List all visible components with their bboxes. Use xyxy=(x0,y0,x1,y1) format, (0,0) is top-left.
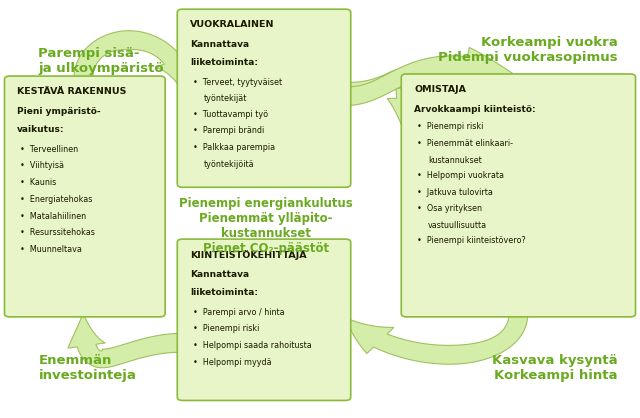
Text: OMISTAJA: OMISTAJA xyxy=(414,85,466,94)
Text: liiketoiminta:: liiketoiminta: xyxy=(190,288,258,297)
Polygon shape xyxy=(346,314,528,364)
Text: VUOKRALAINEN: VUOKRALAINEN xyxy=(190,20,275,29)
Text: Pienempi energiankulutus
Pienemmät ylläpito-
kustannukset
Pienet CO₂-päästöt: Pienempi energiankulutus Pienemmät ylläp… xyxy=(179,197,353,255)
Text: •  Tuottavampi työ: • Tuottavampi työ xyxy=(193,110,268,119)
Text: KIINTEISTÖKEHITTÄJÄ: KIINTEISTÖKEHITTÄJÄ xyxy=(190,250,307,260)
Text: •  Viihtyisä: • Viihtyisä xyxy=(20,161,65,171)
Text: •  Palkkaa parempia: • Palkkaa parempia xyxy=(193,143,275,152)
FancyBboxPatch shape xyxy=(177,9,351,187)
Text: •  Pienempi riski: • Pienempi riski xyxy=(193,324,260,334)
Text: Kannattava: Kannattava xyxy=(190,40,249,49)
Text: vaikutus:: vaikutus: xyxy=(17,125,65,134)
Text: •  Resurssitehokas: • Resurssitehokas xyxy=(20,228,95,237)
Polygon shape xyxy=(346,69,425,138)
FancyBboxPatch shape xyxy=(4,76,165,317)
Text: Kasvava kysyntä
Korkeampi hinta: Kasvava kysyntä Korkeampi hinta xyxy=(492,354,618,382)
Text: KESTÄVÄ RAKENNUS: KESTÄVÄ RAKENNUS xyxy=(17,87,127,96)
Text: •  Helpompi saada rahoitusta: • Helpompi saada rahoitusta xyxy=(193,341,312,350)
Text: •  Helpompi myydä: • Helpompi myydä xyxy=(193,358,272,367)
Text: •  Terveellinen: • Terveellinen xyxy=(20,145,79,154)
Text: •  Pienempi riski: • Pienempi riski xyxy=(417,122,484,132)
Text: Enemmän
investointeja: Enemmän investointeja xyxy=(38,354,136,382)
Polygon shape xyxy=(74,31,191,92)
FancyBboxPatch shape xyxy=(401,74,636,317)
Polygon shape xyxy=(346,48,518,105)
Text: •  Kaunis: • Kaunis xyxy=(20,178,57,187)
Text: Parempi sisä-
ja ulkoympäristö: Parempi sisä- ja ulkoympäristö xyxy=(38,47,164,74)
Text: •  Parempi brändi: • Parempi brändi xyxy=(193,126,264,135)
Text: •  Jatkuva tulovirta: • Jatkuva tulovirta xyxy=(417,188,493,197)
Text: työntekijät: työntekijät xyxy=(204,94,248,104)
Text: •  Terveet, tyytyväiset: • Terveet, tyytyväiset xyxy=(193,78,282,87)
Text: •  Energiatehokas: • Energiatehokas xyxy=(20,195,93,204)
Text: vastuullisuutta: vastuullisuutta xyxy=(428,221,487,230)
Text: kustannukset: kustannukset xyxy=(428,156,482,165)
Text: työntekijöitä: työntekijöitä xyxy=(204,160,255,169)
Text: Arvokkaampi kiinteistö:: Arvokkaampi kiinteistö: xyxy=(414,105,536,114)
Text: •  Muunneltava: • Muunneltava xyxy=(20,245,83,254)
Text: •  Helpompi vuokrata: • Helpompi vuokrata xyxy=(417,171,504,180)
Text: Kannattava: Kannattava xyxy=(190,270,249,279)
Polygon shape xyxy=(68,314,182,368)
Text: •  Osa yrityksen: • Osa yrityksen xyxy=(417,204,483,214)
Text: Korkeampi vuokra
Pidempi vuokrasopimus: Korkeampi vuokra Pidempi vuokrasopimus xyxy=(438,36,618,64)
Text: •  Pienemmät elinkaari-: • Pienemmät elinkaari- xyxy=(417,139,513,148)
Text: •  Parempi arvo / hinta: • Parempi arvo / hinta xyxy=(193,308,285,317)
Text: Pieni ympäristö-: Pieni ympäristö- xyxy=(17,107,101,116)
Text: liiketoiminta:: liiketoiminta: xyxy=(190,58,258,67)
Text: •  Matalahiilinen: • Matalahiilinen xyxy=(20,212,86,221)
Text: •  Pienempi kiinteistövero?: • Pienempi kiinteistövero? xyxy=(417,236,526,245)
FancyBboxPatch shape xyxy=(177,239,351,400)
